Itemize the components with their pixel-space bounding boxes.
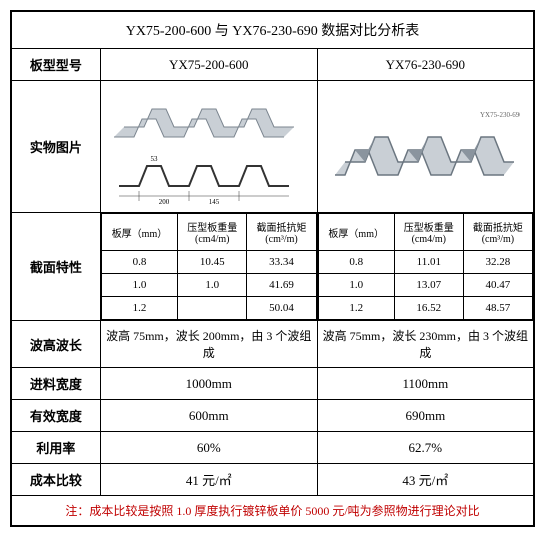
utilization-b: 62.7% [317,432,534,464]
table-row: 0.8 10.45 33.34 [101,251,316,274]
col-thickness-b: 板厚（mm） [318,214,394,251]
row-label-effwidth: 有效宽度 [11,400,100,432]
deck-3d-b: YX75-230-690 [330,107,520,187]
table-row: 1.2 50.04 [101,297,316,320]
cost-b: 43 元/㎡ [317,464,534,496]
cost-a: 41 元/㎡ [100,464,317,496]
wave-a: 波高 75mm，波长 200mm，由 3 个波组成 [100,321,317,368]
effwidth-b: 690mm [317,400,534,432]
section-table-a: 板厚（mm） 压型板重量 (cm4/m) 截面抵抗矩 (cm³/m) 0.8 1… [101,213,317,320]
section-table-b: 板厚（mm） 压型板重量 (cm4/m) 截面抵抗矩 (cm³/m) 0.8 1… [318,213,533,320]
utilization-a: 60% [100,432,317,464]
row-label-utilization: 利用率 [11,432,100,464]
dim-53: 53 [150,155,158,163]
model-b: YX76-230-690 [317,49,534,81]
feedwidth-a: 1000mm [100,368,317,400]
footnote: 注：成本比较是按照 1.0 厚度执行镀锌板单价 5000 元/吨为参照物进行理论… [11,496,534,527]
section-cell-b: 板厚（mm） 压型板重量 (cm4/m) 截面抵抗矩 (cm³/m) 0.8 1… [317,213,534,321]
table-row: 0.8 11.01 32.28 [318,251,532,274]
image-label-b: YX75-230-690 [480,111,520,119]
row-label-image: 实物图片 [11,81,100,213]
profile-2d-a: 200 145 53 [114,151,304,206]
row-label-wave: 波高波长 [11,321,100,368]
dim-200: 200 [159,198,170,206]
col-moment-b: 截面抵抗矩 (cm³/m) [463,214,532,251]
image-cell-b: YX75-230-690 [317,81,534,213]
comparison-table: YX75-200-600 与 YX76-230-690 数据对比分析表 板型型号… [10,10,535,527]
table-row: 1.2 16.52 48.57 [318,297,532,320]
col-weight-b: 压型板重量 (cm4/m) [394,214,463,251]
feedwidth-b: 1100mm [317,368,534,400]
table-row: 1.0 1.0 41.69 [101,274,316,297]
effwidth-a: 600mm [100,400,317,432]
dim-145: 145 [209,198,220,206]
table-row: 1.0 13.07 40.47 [318,274,532,297]
wave-b: 波高 75mm，波长 230mm，由 3 个波组成 [317,321,534,368]
col-moment-a: 截面抵抗矩 (cm³/m) [247,214,316,251]
model-a: YX75-200-600 [100,49,317,81]
section-cell-a: 板厚（mm） 压型板重量 (cm4/m) 截面抵抗矩 (cm³/m) 0.8 1… [100,213,317,321]
row-label-cost: 成本比较 [11,464,100,496]
row-label-feedwidth: 进料宽度 [11,368,100,400]
row-label-section: 截面特性 [11,213,100,321]
image-cell-a: 200 145 53 [100,81,317,213]
row-label-model: 板型型号 [11,49,100,81]
col-thickness-a: 板厚（mm） [101,214,177,251]
col-weight-a: 压型板重量 (cm4/m) [178,214,247,251]
deck-3d-a [114,87,304,147]
table-title: YX75-200-600 与 YX76-230-690 数据对比分析表 [11,11,534,49]
